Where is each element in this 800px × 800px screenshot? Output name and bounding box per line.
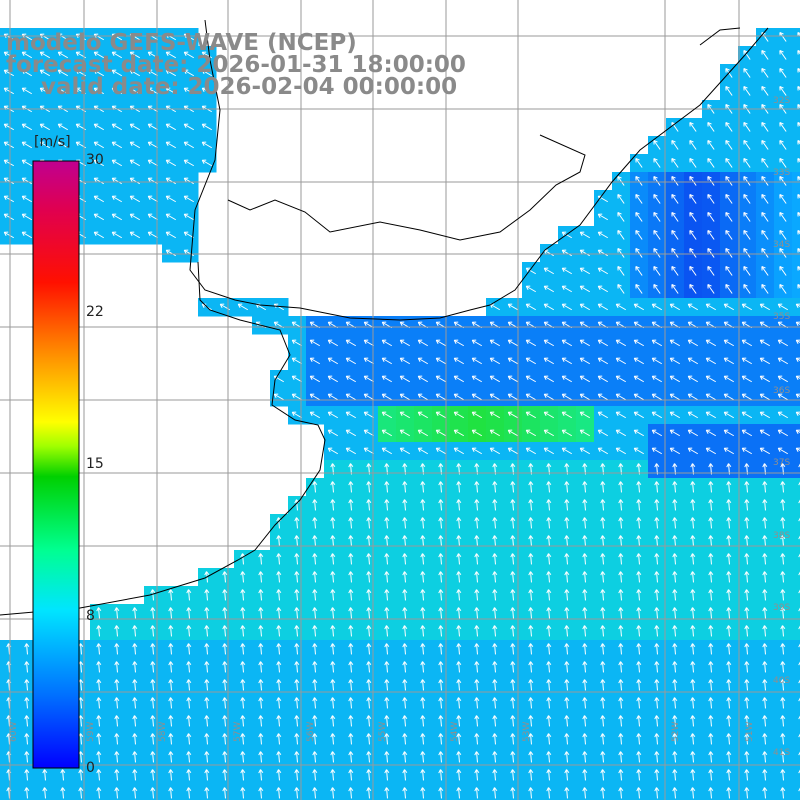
wind-cell — [792, 244, 800, 263]
wind-cell — [792, 442, 800, 461]
lon-label-57w: 57W — [233, 721, 243, 742]
lon-label-56w: 56W — [306, 721, 316, 742]
colorbar-tick-30: 30 — [86, 152, 104, 168]
lon-label-60w: 60W — [9, 721, 19, 742]
river-border — [227, 134, 586, 241]
wind-cell — [792, 532, 800, 551]
wind-cell — [792, 622, 800, 641]
wind-cell — [792, 406, 800, 425]
wind-cell — [792, 658, 800, 677]
lat-label-37s: 37S — [773, 458, 791, 468]
wind-cell — [792, 190, 800, 209]
wind-cell — [792, 514, 800, 533]
wind-cell — [792, 370, 800, 389]
wind-cell — [792, 568, 800, 587]
wind-cell — [792, 226, 800, 245]
lat-label-41s: 41S — [773, 748, 791, 758]
wind-cell — [792, 784, 800, 800]
lon-label-59w: 59W — [86, 721, 96, 742]
colorbar-tick-8: 8 — [86, 608, 95, 624]
lat-label-39s: 39S — [773, 603, 791, 613]
lon-label-51w: 51W — [745, 721, 755, 742]
wind-cell — [792, 388, 800, 407]
wind-cell — [792, 712, 800, 731]
colorbar-tick-15: 15 — [86, 456, 104, 472]
wind-cell — [792, 172, 800, 191]
lon-label-58w: 58W — [158, 721, 168, 742]
wind-cell — [792, 730, 800, 749]
wind-cell — [792, 748, 800, 767]
lat-label-38s: 38S — [773, 531, 791, 541]
lat-label-40s: 40S — [773, 676, 791, 686]
lon-label-52w: 52W — [671, 721, 681, 742]
wind-cell — [792, 298, 800, 317]
colorbar-unit: [m/s] — [34, 134, 71, 150]
wind-cell — [792, 280, 800, 299]
wind-cell — [792, 496, 800, 515]
wind-cell — [792, 424, 800, 443]
wind-speed-cells — [0, 28, 800, 800]
lat-label-32s: 32S — [773, 96, 791, 106]
wind-cell — [792, 154, 800, 173]
lon-label-55w: 55W — [378, 721, 388, 742]
colorbar — [32, 160, 80, 769]
wind-cell — [792, 478, 800, 497]
colorbar-tick-0: 0 — [86, 760, 95, 776]
wind-cell — [792, 118, 800, 137]
lat-label-34s: 34S — [773, 240, 791, 250]
lat-label-33s: 33S — [773, 168, 791, 178]
colorbar-tick-22: 22 — [86, 304, 104, 320]
valid-date: valid date: 2026-02-04 00:00:00 — [41, 74, 458, 100]
lat-label-35s: 35S — [773, 312, 791, 322]
wind-cell — [792, 460, 800, 479]
wind-cell — [792, 550, 800, 569]
wind-cell — [792, 262, 800, 281]
lon-label-53w: 53W — [522, 721, 532, 742]
lat-label-36s: 36S — [773, 386, 791, 396]
wind-cell — [792, 352, 800, 371]
wind-cell — [792, 28, 800, 47]
wind-cell — [792, 136, 800, 155]
wind-cell — [792, 46, 800, 65]
wind-cell — [792, 604, 800, 623]
wind-cell — [792, 82, 800, 101]
wind-cell — [792, 766, 800, 785]
wind-cell — [792, 334, 800, 353]
lon-label-54w: 54W — [450, 721, 460, 742]
wind-cell — [792, 208, 800, 227]
wind-cell — [792, 694, 800, 713]
wind-cell — [792, 316, 800, 335]
wind-cell — [792, 640, 800, 659]
wind-cell — [792, 64, 800, 83]
wind-cell — [792, 586, 800, 605]
